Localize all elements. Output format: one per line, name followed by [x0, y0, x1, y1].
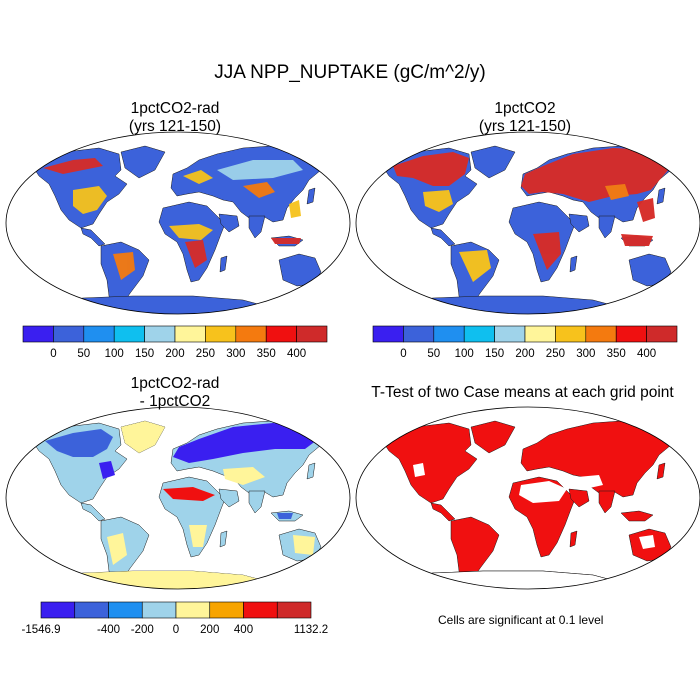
- map-panel-1: [5, 131, 351, 315]
- colorbar-2-swatch: [403, 325, 435, 343]
- colorbar-1-swatch: [174, 325, 206, 343]
- colorbar-3-swatch: [209, 601, 244, 619]
- colorbar-panel-2-swatches: [372, 325, 678, 343]
- colorbar-3-swatch: [243, 601, 278, 619]
- colorbar-1-swatch: [235, 325, 267, 343]
- colorbar-panel-1-swatches: [22, 325, 328, 343]
- colorbar-3-label: -1546.9: [21, 624, 61, 636]
- colorbar-3-label: 200: [200, 624, 220, 636]
- colorbar-3-label: 400: [233, 624, 254, 636]
- colorbar-3-swatch: [108, 601, 143, 619]
- colorbar-1-swatch: [22, 325, 54, 343]
- colorbar-2-swatch: [585, 325, 617, 343]
- colorbar-2-swatch: [463, 325, 495, 343]
- map-panel-4: [355, 406, 700, 590]
- colorbar-2-swatch: [615, 325, 647, 343]
- colorbar-2-label: 50: [427, 348, 441, 360]
- colorbar-3-swatch: [40, 601, 76, 619]
- colorbar-1-swatch: [83, 325, 115, 343]
- map-panel-3: [5, 406, 351, 590]
- panel-3-title-line1: 1pctCO2-rad: [130, 375, 220, 392]
- colorbar-2-label: 200: [515, 348, 535, 360]
- colorbar-2-label: 350: [606, 348, 626, 360]
- colorbar-2-label: 0: [400, 348, 407, 360]
- colorbar-2-label: 400: [637, 348, 657, 360]
- colorbar-1-label: 350: [256, 348, 276, 360]
- colorbar-2-swatch: [646, 325, 678, 343]
- colorbar-2-label: 100: [454, 348, 474, 360]
- panel-4-title-line1: T-Test of two Case means at each grid po…: [371, 384, 674, 401]
- panel-2-title: 1pctCO2 (yrs 121-150): [425, 100, 625, 136]
- panel-1-title-line2: (yrs 121-150): [128, 118, 222, 135]
- colorbar-3-swatch: [74, 601, 109, 619]
- high-value-areas: [393, 148, 677, 282]
- panel-4-title: T-Test of two Case means at each grid po…: [345, 384, 700, 402]
- colorbar-1-label: 150: [135, 348, 155, 360]
- colorbar-3-swatch: [276, 601, 312, 619]
- colorbar-2-swatch: [494, 325, 526, 343]
- colorbar-1-label: 250: [195, 348, 215, 360]
- panel-1-title: 1pctCO2-rad (yrs 121-150): [75, 100, 275, 136]
- panel-3-title-line2: - 1pctCO2: [139, 393, 211, 410]
- figure-title: JJA NPP_NUPTAKE (gC/m^2/y): [214, 62, 486, 83]
- colorbar-1-label: 300: [226, 348, 246, 360]
- colorbar-1-swatch: [265, 325, 297, 343]
- colorbar-1-swatch: [113, 325, 145, 343]
- colorbar-1-label: 100: [104, 348, 124, 360]
- colorbar-2-swatch: [524, 325, 556, 343]
- colorbar-1-label: 200: [165, 348, 185, 360]
- map-panel-2: [355, 131, 700, 315]
- panel-2-title-line2: (yrs 121-150): [478, 118, 572, 135]
- colorbar-2-swatch: [372, 325, 404, 343]
- colorbar-1-label: 0: [50, 348, 57, 360]
- colorbar-panel-3: -1546.9 -400 -200 0 200 400 1132.2: [21, 601, 328, 636]
- panel-1-title-line1: 1pctCO2-rad: [130, 100, 220, 117]
- colorbar-3-label: 0: [172, 624, 180, 636]
- colorbar-panel-1: 0 50 100 150 200 250 300 350 400: [22, 325, 328, 360]
- colorbar-2-label: 300: [576, 348, 596, 360]
- decrease-areas: [45, 423, 321, 519]
- colorbar-3-label: -200: [130, 624, 154, 636]
- significant-cells: [380, 420, 684, 589]
- colorbar-1-swatch: [144, 325, 176, 343]
- colorbar-2-label: 150: [485, 348, 505, 360]
- colorbar-2-swatch: [555, 325, 587, 343]
- colorbar-1-label: 400: [287, 348, 307, 360]
- colorbar-3-label: 1132.2: [293, 624, 329, 636]
- colorbar-2-swatch: [433, 325, 465, 343]
- colorbar-1-swatch: [296, 325, 328, 343]
- colorbar-2-label: 250: [545, 348, 565, 360]
- colorbar-3-swatch: [141, 601, 177, 619]
- colorbar-1-swatch: [53, 325, 85, 343]
- colorbar-panel-3-swatches: [40, 601, 312, 619]
- colorbar-panel-2: 0 50 100 150 200 250 300 350 400: [372, 325, 678, 360]
- colorbar-3-label: -400: [96, 624, 121, 636]
- colorbar-3-swatch: [175, 601, 211, 619]
- colorbar-1-label: 50: [77, 348, 91, 360]
- significance-note: Cells are significant at 0.1 level: [438, 613, 604, 627]
- colorbar-1-swatch: [205, 325, 237, 343]
- panel-2-title-line1: 1pctCO2: [494, 100, 556, 117]
- panel-3-title: 1pctCO2-rad - 1pctCO2: [75, 375, 275, 411]
- high-value-areas: [43, 158, 303, 280]
